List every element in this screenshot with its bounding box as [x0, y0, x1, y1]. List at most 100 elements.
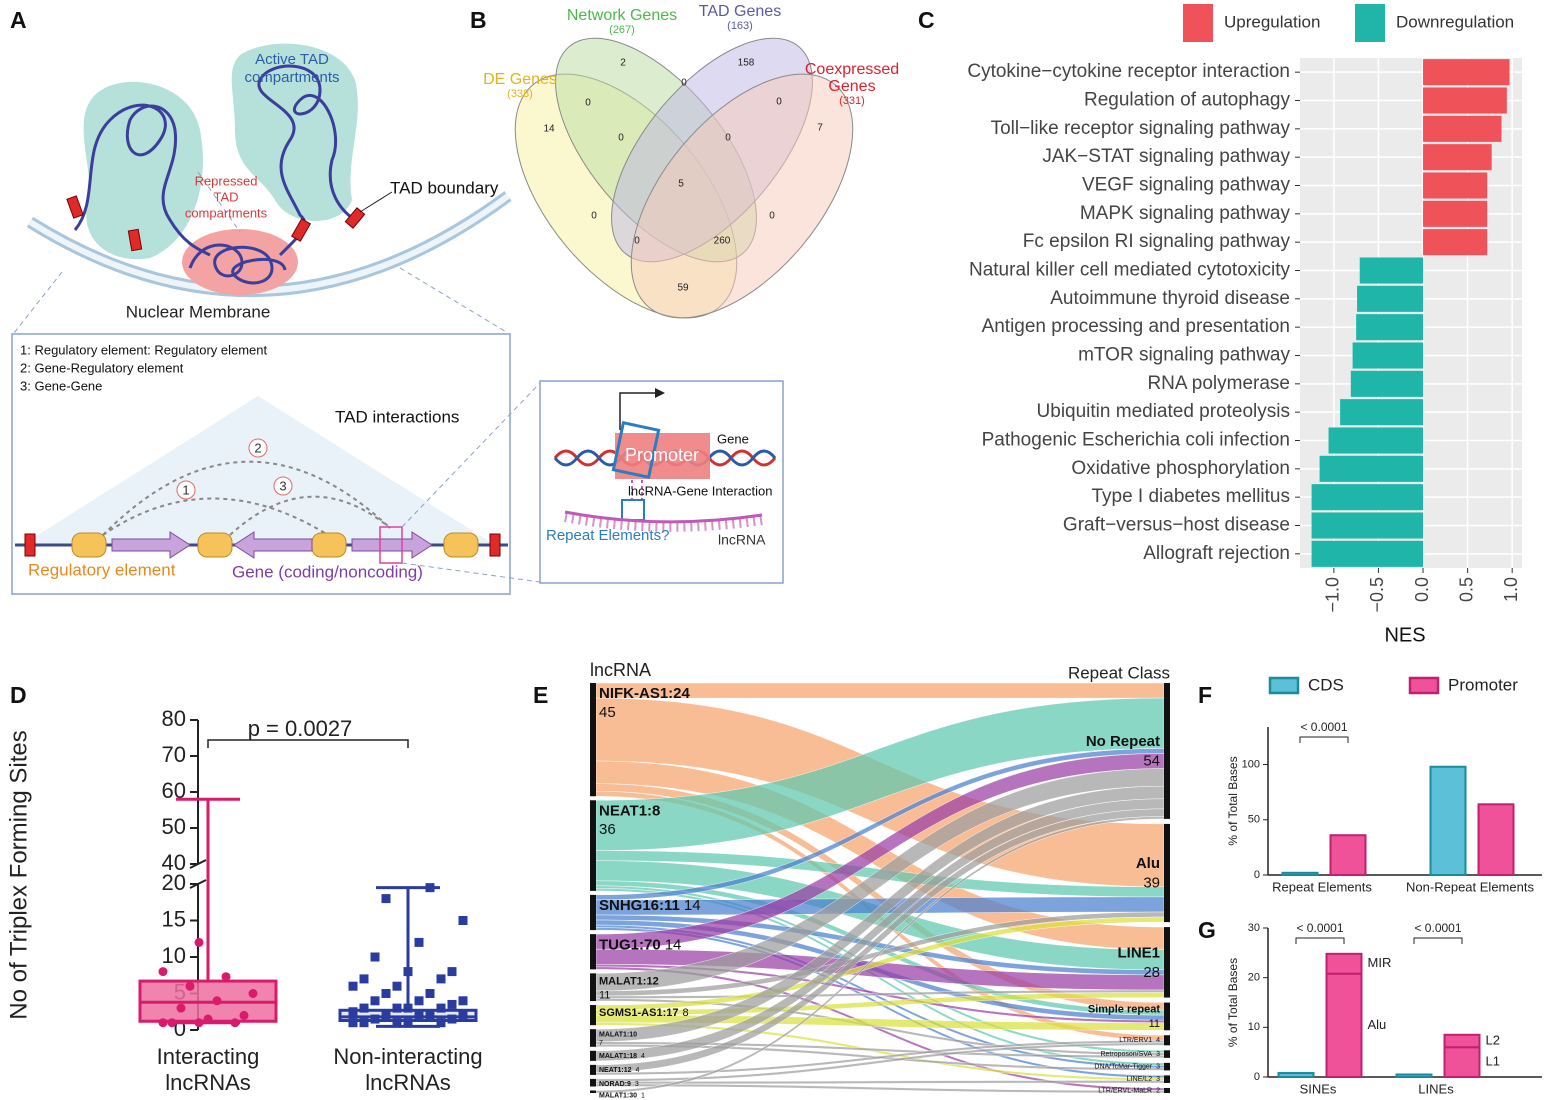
- element: [71, 532, 107, 558]
- set-count: (163): [727, 19, 753, 32]
- label: Regulatory element: [28, 560, 176, 579]
- element: [311, 532, 347, 558]
- set-count: (331): [839, 94, 865, 107]
- node: [590, 1064, 596, 1075]
- panel-label: D: [10, 682, 27, 708]
- point: [436, 974, 446, 984]
- regulatory-elements: [71, 532, 479, 558]
- point: [447, 1014, 457, 1024]
- bar: [1350, 370, 1424, 397]
- point: [458, 916, 468, 925]
- region-count: 260: [714, 236, 731, 247]
- node: [590, 1078, 596, 1087]
- chromatin-fiber: [188, 243, 287, 285]
- dash: [401, 382, 541, 528]
- links: [595, 682, 1165, 1094]
- y-tick-label: 10: [162, 943, 186, 968]
- x-tick-label: Non-interacting lncRNAs: [333, 1044, 483, 1096]
- node-value: 2: [1156, 1087, 1160, 1094]
- node-label: SGMS1-AS1:17: [599, 1007, 678, 1019]
- point: [414, 1010, 424, 1020]
- bar: [1443, 1046, 1481, 1078]
- label: TAD boundary: [390, 178, 499, 197]
- point: [359, 1003, 369, 1013]
- node-value: 3: [1156, 1051, 1160, 1058]
- marker-label: 3: [279, 478, 286, 493]
- bar: [1423, 200, 1488, 227]
- node-label: NIFK-AS1:24: [599, 685, 691, 702]
- y-tick-label: Autoimmune thyroid disease: [1050, 288, 1290, 309]
- node: [1164, 823, 1170, 923]
- element: [443, 532, 479, 558]
- y-tick-label: Allograft rejection: [1143, 543, 1290, 564]
- point: [185, 981, 195, 991]
- set-count: (267): [609, 23, 635, 36]
- tss-arrow: [619, 392, 655, 430]
- point: [458, 996, 468, 1006]
- node-label: MALAT1:12: [599, 976, 659, 988]
- y-tick-label: Pathogenic Escherichia coli infection: [982, 430, 1290, 451]
- node: [1164, 1050, 1170, 1058]
- node: [590, 934, 596, 970]
- point: [447, 967, 457, 977]
- boundary: [127, 228, 143, 252]
- y-tick-label: 0: [1254, 869, 1260, 881]
- segment-label: L2: [1486, 1032, 1500, 1047]
- point: [381, 989, 391, 998]
- point: [194, 1018, 204, 1028]
- bar: [1357, 285, 1424, 312]
- point: [176, 1003, 186, 1013]
- bar: [1325, 952, 1363, 975]
- label: TAD: [213, 189, 238, 204]
- point: [370, 952, 380, 962]
- bar: [1423, 144, 1492, 171]
- x-tick-label: 0.0: [1412, 577, 1432, 602]
- x-tick-label: LINEs: [1418, 1081, 1454, 1096]
- node-value: 4: [636, 1067, 640, 1074]
- chromatin: [73, 64, 356, 285]
- node: [590, 1005, 596, 1026]
- node-label: MALAT1:10: [599, 1031, 637, 1038]
- node-label: SNHG16:11: [599, 897, 680, 914]
- node-value: 14: [684, 897, 701, 914]
- panel-label: E: [533, 682, 548, 708]
- node: [1164, 1075, 1170, 1083]
- marker-label: 1: [182, 482, 189, 497]
- node: [1164, 1035, 1170, 1046]
- point: [381, 894, 391, 904]
- bar: [1340, 399, 1424, 426]
- column-title: lncRNA: [590, 660, 651, 680]
- annotation: < 0.0001: [1296, 921, 1343, 935]
- set-name: TAD Genes: [698, 3, 782, 20]
- node-label: LINE/L2: [1127, 1076, 1152, 1083]
- node-label: LTR/ERVL-MaLR: [1098, 1087, 1152, 1094]
- set-label: DE Genes (338): [470, 71, 570, 100]
- region-count: 0: [591, 211, 597, 222]
- set-ellipse: [630, 73, 854, 319]
- point: [348, 981, 358, 991]
- legend-swatch: [1408, 676, 1440, 695]
- y-tick-label: RNA polymerase: [1147, 373, 1290, 394]
- panel-label: A: [10, 7, 27, 33]
- legend-swatch: [1183, 4, 1213, 42]
- y-tick-label: Cytokine−cytokine receptor interaction: [967, 61, 1290, 82]
- point: [425, 883, 435, 893]
- significance-bracket: [1413, 937, 1463, 944]
- lncrna-strand: [564, 510, 763, 524]
- node: [1164, 683, 1170, 819]
- marker-label: 2: [254, 440, 261, 455]
- set-count: (338): [507, 87, 533, 100]
- panel-label: F: [1198, 682, 1212, 708]
- point: [359, 974, 369, 984]
- label: Nuclear Membrane: [126, 302, 271, 321]
- node: [1164, 1002, 1170, 1031]
- point: [436, 1018, 446, 1028]
- y-tick-label: 30: [1248, 922, 1260, 934]
- label: lncRNA-Gene Interaction: [628, 483, 773, 498]
- node-label: DNA/TcMar-Tigger: [1094, 1063, 1152, 1070]
- y-tick-label: 100: [1242, 758, 1260, 770]
- label: Gene (coding/noncoding): [232, 562, 423, 581]
- annotation: < 0.0001: [1414, 921, 1461, 935]
- set-label: Coexpressed Genes (331): [792, 61, 912, 107]
- region-count: 0: [681, 78, 687, 89]
